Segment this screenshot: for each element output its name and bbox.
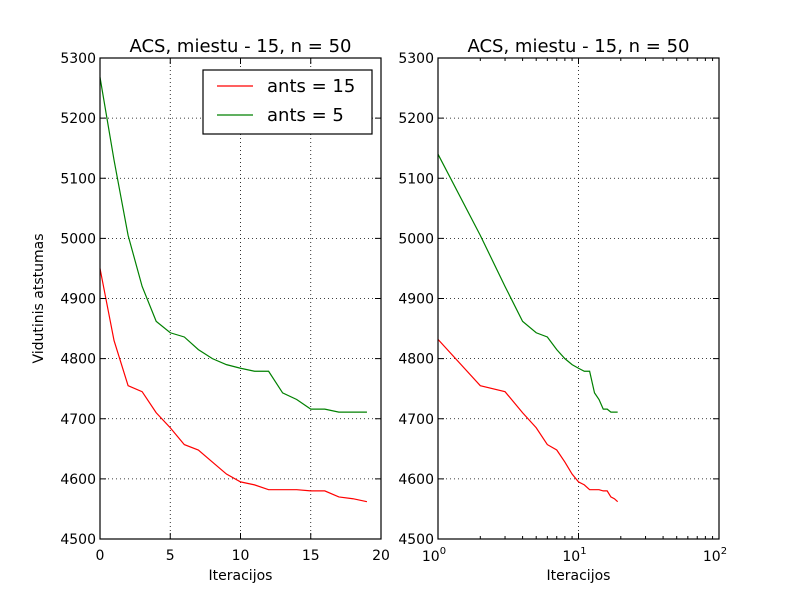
y-tick-label: 4700 [398,412,434,428]
x-tick-label: 100 [422,546,446,565]
y-tick-label: 4800 [398,352,434,368]
series-line-green [99,77,367,413]
y-tick-label: 4800 [60,352,96,368]
chart-title: ACS, miestu - 15, n = 50 [467,36,689,57]
y-tick-label: 5200 [398,111,434,127]
y-tick-label: 5000 [60,231,96,247]
y-tick-label: 5100 [60,171,96,187]
x-axis-label: Iteracijos [209,568,273,584]
y-tick-label: 5300 [60,51,96,67]
series-line-green [437,153,618,413]
legend-label: ants = 15 [267,76,355,97]
y-tick-label: 4500 [60,532,96,548]
legend-label: ants = 5 [267,105,344,126]
left-chart-panel: 4500 4600 4700 4800 4900 5000 5100 5200 5300 0 5 10… [31,36,390,584]
y-tick-label: 4500 [398,532,434,548]
y-tick-label: 4600 [60,472,96,488]
x-tick-label: 5 [166,548,175,564]
y-tick-label: 4600 [398,472,434,488]
series-line-red [99,268,368,503]
x-tick-label: 0 [96,548,105,564]
series-line-red [437,338,619,503]
y-tick-label: 5300 [398,51,434,67]
legend-box [202,69,373,135]
legend: ants = 15 ants = 5 [202,69,373,135]
y-tick-label: 4900 [398,292,434,308]
y-tick-label: 5200 [60,111,96,127]
x-tick-label: 15 [302,548,320,564]
y-tick-label: 4700 [60,412,96,428]
x-tick-label: 20 [372,548,390,564]
y-axis-label: Vidutinis atstumas [31,233,47,363]
x-tick-label: 10 [232,548,250,564]
x-tick-label: 102 [703,546,727,565]
x-axis-label: Iteracijos [547,568,611,584]
y-tick-label: 5000 [398,231,434,247]
y-tick-label: 5100 [398,171,434,187]
chart-title: ACS, miestu - 15, n = 50 [129,36,351,57]
right-chart-panel: 4500 4600 4700 4800 4900 5000 5100 5200 5300 100 1… [398,36,727,584]
x-tick-label: 101 [562,546,586,565]
y-tick-label: 4900 [60,292,96,308]
